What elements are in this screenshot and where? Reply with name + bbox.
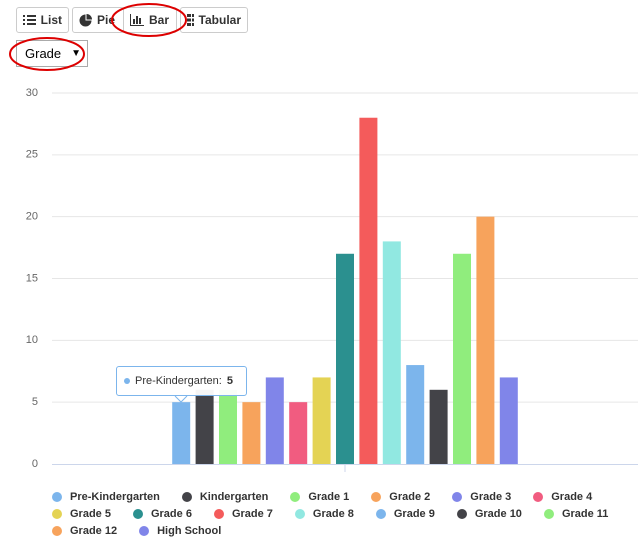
legend-item[interactable]: Grade 3 [452,488,511,505]
legend-label: Grade 11 [561,507,609,520]
legend-marker [452,491,463,502]
grade-dropdown[interactable]: Grade ▼ [16,40,88,67]
legend-label: Kindergarten [199,490,269,503]
bar-icon [130,14,144,26]
legend-label: Grade 4 [551,490,593,503]
legend-marker [294,508,305,519]
list-button[interactable]: List [16,7,69,33]
legend-label: Grade 6 [150,507,192,520]
legend-item[interactable]: Grade 4 [533,488,592,505]
bar [406,365,425,464]
y-tick-label: 15 [26,272,38,284]
bar [336,253,354,464]
legend-label: Grade 3 [470,490,512,503]
y-tick-label: 25 [26,149,38,161]
bar [172,402,191,464]
y-tick-label: 5 [32,396,38,408]
legend-label: Grade 5 [70,507,111,520]
bar [429,389,448,464]
button-label: Pie [97,13,116,27]
dropdown-arrow: ▼ [71,48,81,59]
legend-item[interactable]: Grade 6 [132,505,192,522]
legend-label: Grade 10 [474,507,522,520]
legend-item[interactable]: Pre-Kindergarten [52,488,160,505]
legend-label: Grade 8 [312,507,354,520]
table-icon [187,14,194,26]
legend-label: High School [157,524,222,537]
legend-marker [139,525,150,536]
bar [499,377,518,464]
legend-marker [52,491,62,502]
legend-item[interactable]: Grade 2 [371,488,430,505]
legend-label: Pre-Kindergarten [70,490,160,503]
pie-button[interactable]: Pie [72,7,124,33]
legend-item[interactable]: Grade 12 [52,522,117,539]
legend-label: Grade 7 [231,507,273,520]
y-tick-label: 20 [26,211,38,223]
legend-item[interactable]: Grade 11 [543,505,609,522]
bar [265,377,284,464]
tooltip-arrow [174,395,188,403]
legend-label: Grade 12 [70,524,118,537]
legend-label: Grade 2 [389,490,431,503]
legend: Pre-Kindergarten Kindergarten Grade 1 Grade… [52,488,642,539]
bar [359,117,378,464]
bar [382,241,401,464]
legend-marker [181,491,192,502]
legend-marker [375,508,386,519]
legend-marker [52,508,62,519]
y-tick-label: 0 [32,458,38,470]
legend-marker [371,491,382,502]
legend-label: Grade 9 [393,507,435,520]
legend-marker [290,491,301,502]
legend-item[interactable]: Kindergarten [181,488,269,505]
tooltip-dot [124,378,130,384]
legend-marker [52,525,62,536]
legend-marker [456,508,467,519]
bar [242,402,261,464]
list-icon [23,15,36,25]
button-label: Tabular [198,13,241,27]
legend-item[interactable]: High School [139,522,221,539]
bar-button[interactable]: Bar [123,7,177,33]
legend-marker [533,491,544,502]
legend-item[interactable]: Grade 9 [375,505,435,522]
y-tick-label: 30 [26,87,38,99]
legend-item[interactable]: Grade 10 [456,505,522,522]
dropdown-label: Grade [25,46,62,61]
legend-marker [213,508,224,519]
y-tick-label: 10 [26,334,38,346]
bar [195,389,214,464]
pie-icon [79,13,92,26]
bar [312,377,331,464]
legend-item[interactable]: Grade 7 [213,505,273,522]
tooltip-label: Pre-Kindergarten: [135,375,222,387]
legend-marker [543,508,554,519]
tooltip: Pre-Kindergarten: 5 [116,366,247,396]
bar [476,216,495,464]
button-label: Bar [149,13,170,27]
legend-item[interactable]: Grade 8 [294,505,354,522]
bar [453,253,471,464]
button-label: List [40,13,62,27]
tabular-button[interactable]: Tabular [180,7,248,33]
legend-item[interactable]: Grade 5 [52,505,111,522]
tooltip-value: 5 [226,375,233,387]
bar [289,402,308,464]
legend-label: Grade 1 [308,490,350,503]
legend-marker [132,508,143,519]
bar [219,389,237,464]
legend-item[interactable]: Grade 1 [290,488,349,505]
